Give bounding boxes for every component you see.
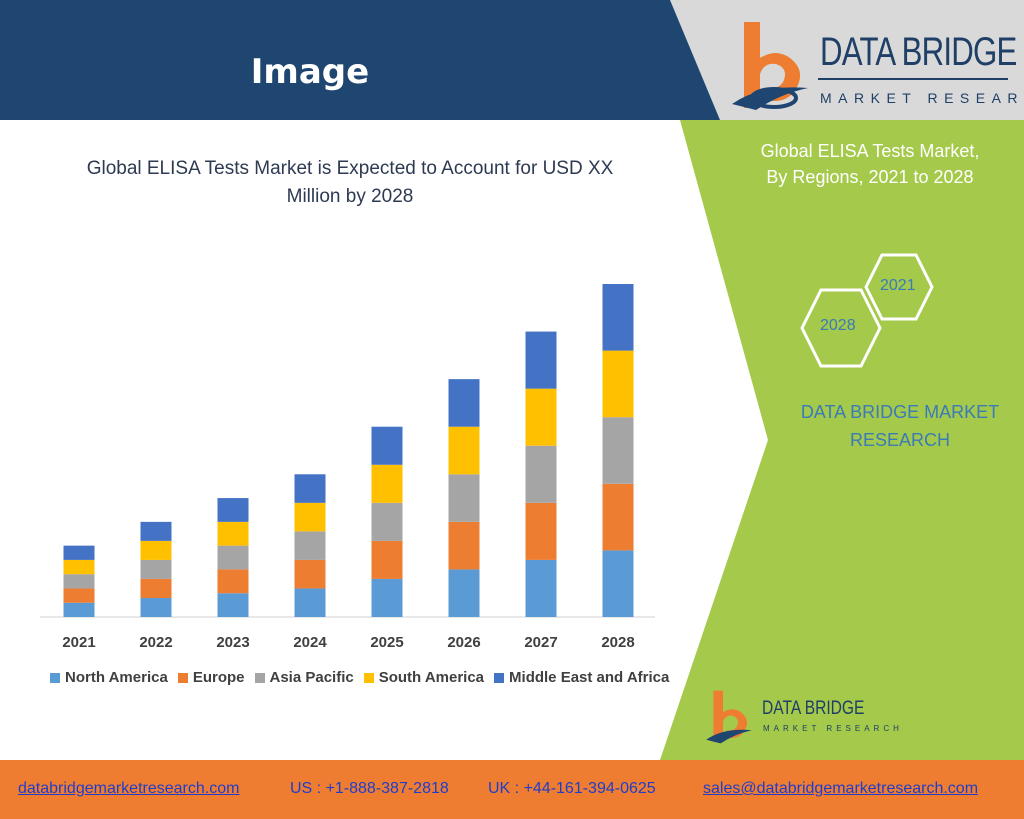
bar-2023-series-1 (217, 569, 249, 594)
hexagon-2021-label: 2021 (880, 277, 916, 294)
chart-title: Global ELISA Tests Market is Expected to… (86, 158, 614, 207)
legend-label: Asia Pacific (269, 669, 354, 686)
bar-2024-series-2 (294, 531, 326, 560)
legend-item: South America (363, 669, 485, 686)
footer-email-link[interactable]: sales@databridgemarketresearch.com (703, 780, 979, 797)
bar-2021-series-3 (63, 559, 95, 575)
legend-swatch (254, 672, 265, 683)
bar-2025-series-1 (371, 540, 403, 579)
footer-bar (0, 760, 1024, 819)
bar-2027-series-0 (525, 559, 557, 617)
bar-2026-series-0 (448, 569, 480, 617)
small-logo-name: DATA BRIDGE (762, 698, 865, 719)
bar-2028-series-4 (602, 284, 634, 351)
bar-2028-series-1 (602, 483, 634, 551)
bar-2023-series-4 (217, 498, 249, 522)
legend-item: Asia Pacific (254, 669, 354, 686)
bar-2025-series-3 (371, 464, 403, 503)
bar-2028-series-0 (602, 550, 634, 617)
legend-swatch (363, 672, 374, 683)
x-tick-label: 2028 (601, 634, 634, 651)
legend-swatch (50, 672, 60, 683)
bar-2026-series-2 (448, 474, 480, 522)
small-logo-subtitle: MARKET RESEARCH (763, 724, 903, 733)
bar-2027-series-4 (525, 331, 557, 389)
bar-2023-series-0 (217, 593, 249, 617)
bar-2022-series-2 (140, 559, 172, 579)
bar-2028-series-2 (602, 417, 634, 484)
bar-2021-series-2 (63, 574, 95, 589)
footer-us-phone: US : +1-888-387-2818 (290, 780, 449, 797)
bar-2022-series-3 (140, 540, 172, 560)
legend-item: Middle East and Africa (494, 669, 669, 686)
logo-divider (818, 78, 1008, 80)
chart-legend: North America Europe Asia Pacific South Ame… (50, 669, 669, 686)
legend-label: South America (378, 669, 485, 686)
bar-2027-series-3 (525, 388, 557, 446)
header-logo-background (670, 0, 1024, 120)
page-title: Image (250, 52, 370, 92)
small-logo-icon (706, 690, 752, 744)
bar-2026-series-4 (448, 379, 480, 427)
bar-2027-series-2 (525, 445, 557, 503)
logo-name: DATA BRIDGE (820, 30, 1017, 74)
x-tick-label: 2022 (139, 634, 172, 651)
bar-2022-series-1 (140, 578, 172, 598)
x-tick-label: 2023 (216, 634, 249, 651)
hexagon-2021 (864, 253, 934, 321)
footer-uk-phone: UK : +44-161-394-0625 (488, 780, 656, 797)
hexagon-2028 (800, 288, 882, 368)
legend-label: North America (65, 669, 168, 686)
logo-subtitle: MARKET RESEARCH (820, 90, 1024, 106)
bar-2025-series-2 (371, 502, 403, 541)
bar-2024-series-4 (294, 474, 326, 503)
bar-2024-series-0 (294, 588, 326, 617)
data-bridge-logo-icon (732, 22, 808, 110)
x-tick-label: 2024 (293, 634, 327, 651)
bar-2023-series-3 (217, 521, 249, 546)
x-tick-label: 2027 (524, 634, 557, 651)
bar-2026-series-3 (448, 426, 480, 475)
panel-brand-text: DATA BRIDGE MARKET RESEARCH (800, 402, 1000, 450)
legend-label: Middle East and Africa (509, 669, 670, 686)
stacked-bar-chart: 2021 2022 2023 2024 2025 2026 2027 2028 (40, 284, 655, 651)
bar-2022-series-0 (140, 597, 172, 617)
panel-title: Global ELISA Tests Market, By Regions, 2… (760, 141, 980, 187)
footer-website-link[interactable]: databridgemarketresearch.com (18, 780, 240, 797)
bar-2028-series-3 (602, 350, 634, 418)
legend-swatch (177, 672, 188, 683)
bar-2021-series-4 (63, 545, 95, 560)
legend-swatch (494, 672, 505, 683)
bar-2026-series-1 (448, 521, 480, 570)
legend-item: North America (50, 669, 168, 686)
hexagon-2028-label: 2028 (820, 317, 856, 334)
bar-2025-series-4 (371, 426, 403, 465)
bar-2022-series-4 (140, 521, 172, 541)
bar-2021-series-0 (63, 602, 95, 617)
bar-2021-series-1 (63, 588, 95, 603)
x-tick-label: 2021 (62, 634, 95, 651)
bar-2027-series-1 (525, 502, 557, 560)
legend-label: Europe (192, 669, 245, 686)
bar-2023-series-2 (217, 545, 249, 570)
legend-item: Europe (177, 669, 245, 686)
bar-2024-series-1 (294, 559, 326, 589)
x-tick-label: 2026 (447, 634, 480, 651)
x-tick-label: 2025 (370, 634, 403, 651)
bar-2024-series-3 (294, 502, 326, 532)
bar-2025-series-0 (371, 578, 403, 617)
